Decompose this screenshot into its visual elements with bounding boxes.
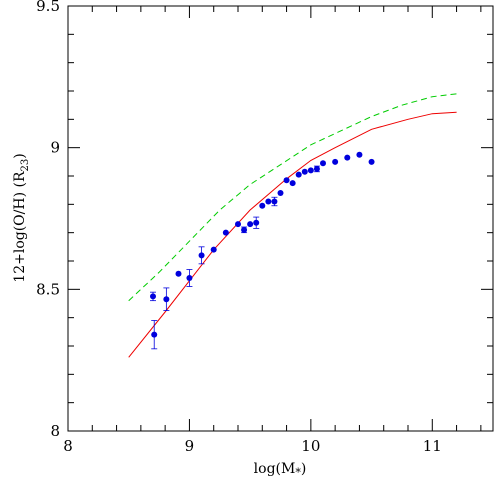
x-axis-label: log(M*)	[254, 461, 307, 479]
data-point	[259, 202, 266, 209]
data-point	[253, 219, 260, 226]
green-dashed-line	[128, 93, 457, 302]
data-point	[313, 165, 320, 172]
data-point	[265, 198, 272, 205]
y-tick-label: 9.5	[36, 0, 60, 15]
minor-ticks	[68, 6, 493, 431]
data-point	[198, 252, 205, 259]
data-point	[301, 168, 308, 175]
x-tick-label: 8	[63, 437, 73, 455]
data-point	[210, 246, 217, 253]
plot-frame	[67, 5, 494, 432]
data-point	[344, 154, 351, 161]
data-point	[307, 167, 314, 174]
data-point	[271, 198, 278, 205]
x-tick-label: 9	[185, 437, 195, 455]
major-ticks	[67, 5, 493, 432]
data-point	[332, 158, 339, 165]
red-solid-line	[128, 111, 457, 358]
data-point	[356, 151, 363, 158]
y-tick-label: 8	[50, 422, 60, 440]
data-point	[368, 158, 375, 165]
data-point	[163, 296, 170, 303]
data-point	[289, 180, 296, 187]
data-point	[241, 226, 248, 233]
series-layer	[128, 93, 457, 358]
data-point	[283, 177, 290, 184]
x-tick-label: 11	[423, 437, 442, 455]
y-tick-label: 8.5	[36, 280, 60, 298]
data-point	[150, 293, 156, 300]
data-point	[186, 275, 193, 281]
data-point	[151, 331, 158, 338]
data-point	[320, 160, 326, 167]
y-tick-label: 9	[50, 139, 60, 157]
y-tick-labels: 8 8.5 9 9.5	[36, 0, 60, 440]
data-point	[247, 221, 254, 228]
data-point	[175, 270, 182, 277]
data-point	[295, 171, 302, 178]
data-point	[235, 221, 241, 228]
data-point	[222, 229, 229, 236]
x-tick-label: 10	[301, 437, 320, 455]
data-point	[277, 190, 284, 196]
x-tick-labels: 8 9 10 11	[63, 437, 442, 455]
y-axis-label: 12+log(O/H) (R23)	[12, 153, 31, 282]
